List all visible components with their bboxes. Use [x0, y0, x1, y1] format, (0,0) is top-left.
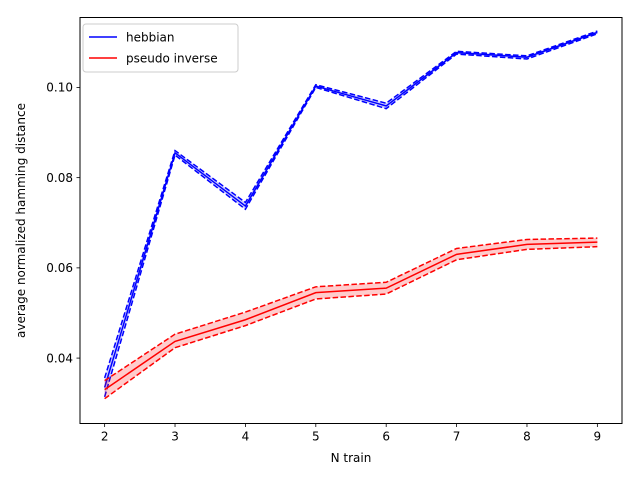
lower-hebbian [103, 33, 598, 398]
series-hebbian [103, 30, 598, 398]
legend: hebbian pseudo inverse [82, 23, 239, 73]
plot-area [103, 30, 598, 400]
axes-frame [79, 17, 623, 424]
x-axis-label: N train [331, 451, 372, 465]
x-tick-label: 3 [171, 430, 179, 444]
line-pseudo-inverse [104, 241, 598, 391]
upper-pseudo-inverse [104, 237, 598, 382]
legend-label-pseudo-inverse: pseudo inverse [126, 52, 218, 66]
x-tick-label: 7 [453, 430, 461, 444]
y-axis-label: average normalized hamming distance [14, 103, 28, 338]
x-tick-label: 9 [594, 430, 602, 444]
lower-pseudo-inverse [104, 245, 598, 400]
x-tick-label: 5 [312, 430, 320, 444]
legend-label-hebbian: hebbian [126, 31, 175, 45]
y-tick-label: 0.04 [46, 351, 73, 365]
x-tick-label: 8 [523, 430, 531, 444]
y-tick-label: 0.08 [46, 171, 73, 185]
x-tick-label: 2 [101, 430, 109, 444]
y-tick-label: 0.06 [46, 261, 73, 275]
series-pseudo-inverse [104, 237, 598, 400]
upper-hebbian [103, 30, 598, 379]
x-tick-label: 6 [382, 430, 390, 444]
line-hebbian [103, 31, 598, 388]
y-axis-ticks: 0.04 0.06 0.08 0.10 [46, 81, 80, 365]
x-axis-ticks: 2 3 4 5 6 7 8 9 [101, 423, 602, 444]
y-tick-label: 0.10 [46, 81, 73, 95]
legend-box [82, 23, 239, 73]
x-tick-label: 4 [242, 430, 250, 444]
band-pseudo-inverse [104, 238, 598, 399]
